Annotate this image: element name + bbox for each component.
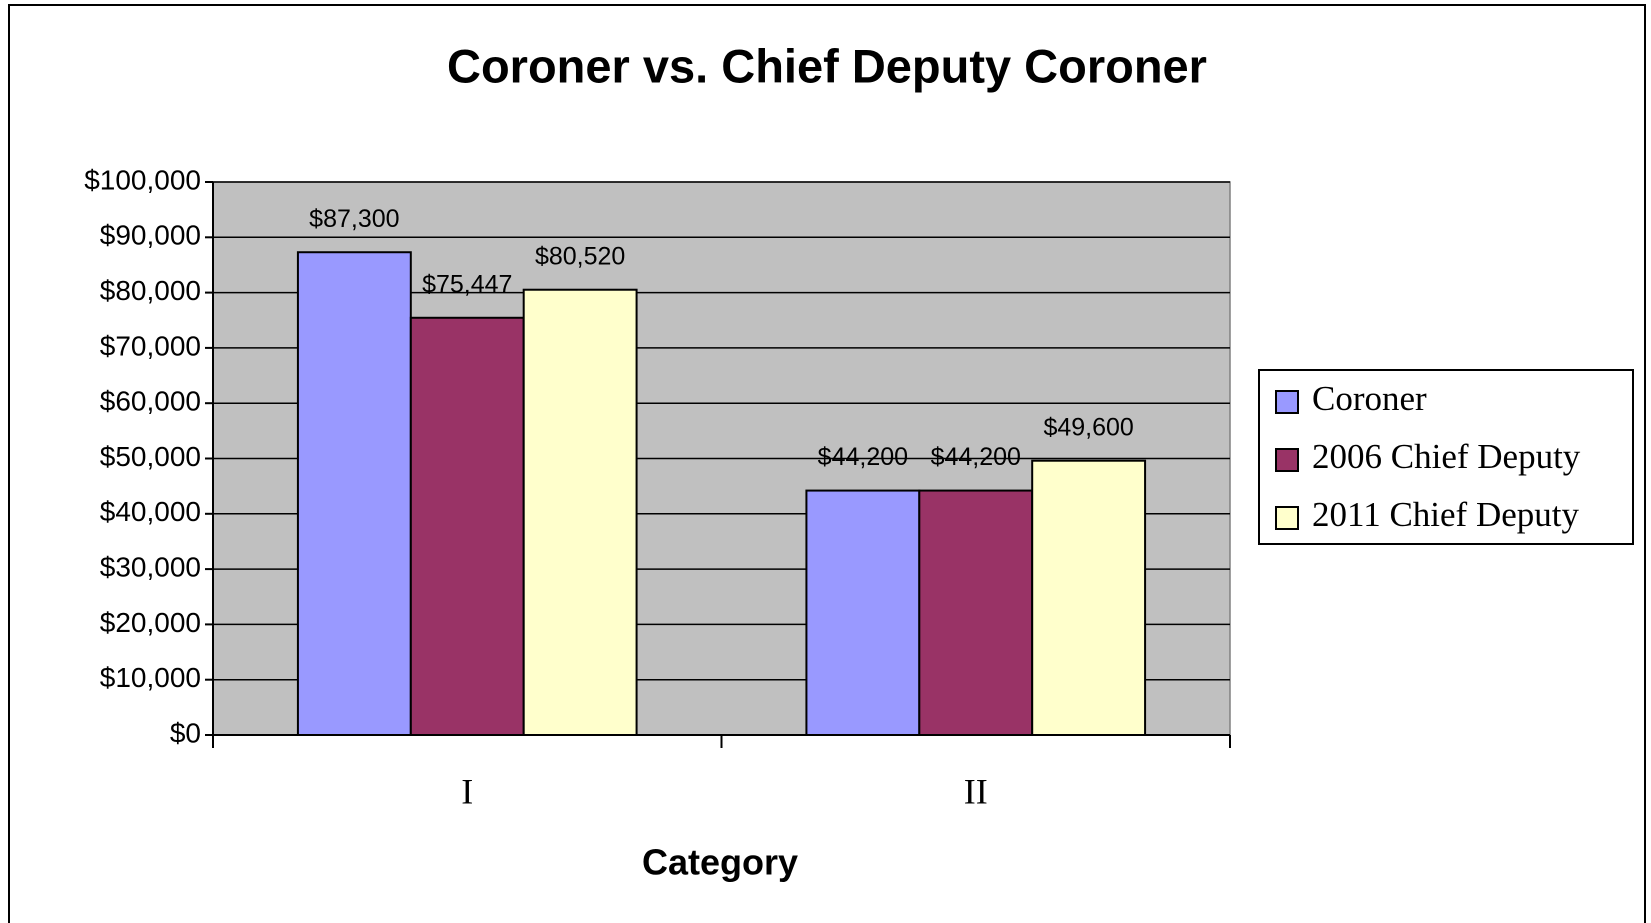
data-label: $44,200 <box>818 443 908 471</box>
y-tick-label: $60,000 <box>100 386 201 417</box>
x-tick-label: II <box>964 771 988 811</box>
data-label: $44,200 <box>931 443 1021 471</box>
legend-label: Coroner <box>1312 379 1427 418</box>
y-tick-label: $10,000 <box>100 662 201 693</box>
bar <box>918 489 1034 736</box>
y-tick-label: $90,000 <box>100 220 201 251</box>
y-tick-label: $0 <box>170 717 201 748</box>
legend-box <box>1258 369 1634 545</box>
bar <box>805 489 921 736</box>
y-tick-label: $30,000 <box>100 551 201 582</box>
y-tick-label: $20,000 <box>100 607 201 638</box>
legend-swatch <box>1275 448 1299 472</box>
legend-swatch <box>1275 506 1299 530</box>
y-tick-label: $80,000 <box>100 275 201 306</box>
y-tick-label: $40,000 <box>100 496 201 527</box>
legend-label: 2006 Chief Deputy <box>1312 437 1581 476</box>
y-tick-label: $70,000 <box>100 330 201 361</box>
y-tick-label: $50,000 <box>100 441 201 472</box>
bar <box>522 288 638 736</box>
x-tick-label: I <box>461 771 473 811</box>
bar <box>409 316 525 736</box>
legend-label: 2011 Chief Deputy <box>1312 495 1579 534</box>
x-axis-title: Category <box>642 842 798 883</box>
y-tick-label: $100,000 <box>84 164 201 195</box>
data-label: $75,447 <box>422 270 512 298</box>
data-label: $80,520 <box>535 242 625 270</box>
data-label: $87,300 <box>309 205 399 233</box>
legend-swatch <box>1275 390 1299 414</box>
chart-title: Coroner vs. Chief Deputy Coroner <box>447 39 1207 92</box>
bar <box>296 251 412 737</box>
bar <box>1031 459 1147 736</box>
data-label: $49,600 <box>1043 413 1133 441</box>
